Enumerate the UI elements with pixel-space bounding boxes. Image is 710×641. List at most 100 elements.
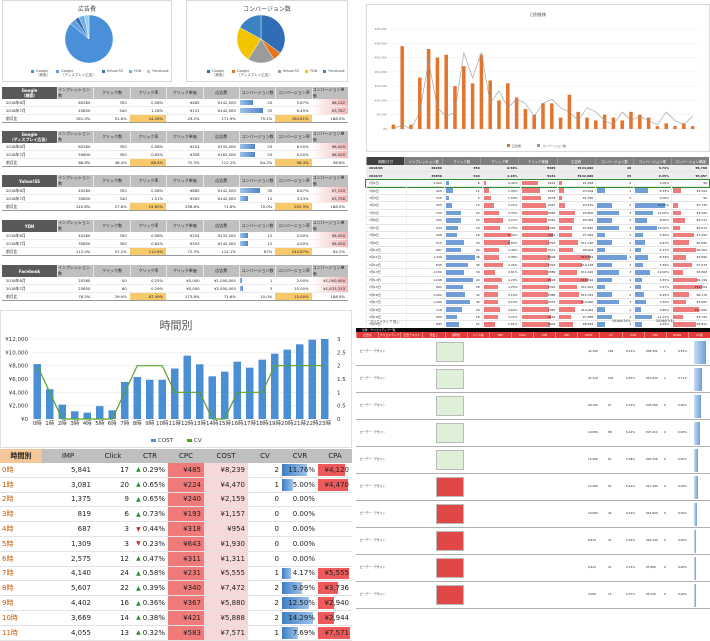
cpa-bar xyxy=(318,567,349,580)
cell: 845 xyxy=(405,261,444,269)
cell: ▼ 0.23% xyxy=(132,537,168,551)
cell-value: 31 xyxy=(608,538,612,542)
cell: 0.00% xyxy=(282,507,318,521)
cell: 35 xyxy=(239,107,275,114)
cell-value: ¥1,311 xyxy=(220,554,246,563)
cell-bar xyxy=(445,277,473,282)
cell-bar xyxy=(521,225,549,230)
cell-value: 7月14日 xyxy=(369,277,381,282)
cell-value: 6 xyxy=(477,181,480,186)
column-header: 説明文 xyxy=(444,332,467,338)
cell-value: 2 xyxy=(274,465,279,474)
cell-value: 0.00% xyxy=(678,538,687,542)
cell-bar xyxy=(521,322,550,327)
cell: 88.4% xyxy=(129,159,167,166)
cell: ¥5,880 xyxy=(204,596,248,610)
daily-row: 7月8日 298 18 6.04% ¥444 ¥7,992 1 5.56% ¥7,992 xyxy=(366,231,709,240)
cell: 3.57% xyxy=(633,284,671,291)
cell-value: 0.45% xyxy=(626,376,635,380)
cell: 2,575 xyxy=(42,552,94,566)
creative-name: ビーデー・デザイン xyxy=(360,592,386,596)
channel-name: Yahoo!SS xyxy=(2,175,57,187)
cell: 8.67% xyxy=(275,187,311,194)
cell: 10 xyxy=(443,202,482,209)
cell-value: 0.58% xyxy=(151,233,164,238)
creative-thumbnail xyxy=(436,504,464,524)
cell: 3,081 xyxy=(42,478,94,492)
cell-value: 0.58% xyxy=(142,569,165,578)
cell-bar xyxy=(521,210,549,216)
cell-value: 3.57% xyxy=(659,285,670,290)
daily-row: 7月17日 1,290 40 3.10% ¥374 ¥14,960 3 7.50% ¥4,987 xyxy=(366,298,709,307)
cell xyxy=(318,522,352,536)
cell xyxy=(318,552,352,566)
y-tick-label: ¥0 xyxy=(383,127,387,131)
cell-value: 0.00% xyxy=(659,181,670,186)
cell: ¥7,150 xyxy=(311,187,348,194)
cell-value: 0.44% xyxy=(508,181,518,186)
cell-value: 6.25% xyxy=(659,292,670,297)
cell: 350 xyxy=(443,165,482,172)
cell-bar xyxy=(521,188,541,193)
cell-value: 0.55% xyxy=(678,349,687,353)
cell-bar xyxy=(559,262,582,268)
cost-bar xyxy=(321,339,329,419)
cell-value: 5.56% xyxy=(659,233,670,238)
column-header: コンバージョン数 xyxy=(238,175,275,187)
cell-bar xyxy=(635,262,644,268)
cell: 862 xyxy=(405,284,444,291)
cell: ¥340 xyxy=(168,581,204,596)
cell: 2.61% xyxy=(481,269,520,276)
cell-value: ¥5,888 xyxy=(220,613,246,622)
cell-value: ¥278 xyxy=(547,195,556,200)
cell: ¥8,904 xyxy=(557,246,595,254)
creative-report: クリエイティブ 別ッ 2018/07/01 2018/07/31 全体：クリエイ… xyxy=(356,317,710,611)
cell-value: 30 xyxy=(475,270,480,275)
cell-value: ¥643 xyxy=(183,539,201,548)
cell-value: 4.22% xyxy=(508,218,518,223)
cell: 0.58% xyxy=(130,187,166,194)
cell-value: ¥1,458 xyxy=(582,181,594,186)
column-header: コンバージョン率 xyxy=(275,220,311,232)
cell-bar xyxy=(559,270,578,275)
cell-value: ¥14,900 xyxy=(646,511,658,515)
cell-value: 0 xyxy=(274,554,279,563)
cell: ¥1,157 xyxy=(204,507,248,522)
cell-value: 50600 xyxy=(78,152,91,157)
daily-cost-bar xyxy=(611,117,616,129)
cell-value: 0.00% xyxy=(292,539,315,548)
cell: ¥278 xyxy=(519,194,558,202)
cell-value: 0.38% xyxy=(142,613,165,622)
cell-value: ¥224 xyxy=(183,480,201,489)
channel-header: YDN インプレッション数 クリック数 クリック率 クリック単価 広告費 コンバージョン数コ… xyxy=(2,220,348,232)
cell: 11.11% xyxy=(633,313,671,321)
cell: 24 xyxy=(443,246,482,254)
cell-bar xyxy=(635,240,646,245)
cell-value: ¥392 xyxy=(547,225,556,230)
cell-value: 0 xyxy=(664,484,666,488)
column-header: クリック数 xyxy=(93,175,129,187)
column-header: インプレッション数 xyxy=(404,157,442,165)
cell: 7月4日 xyxy=(366,202,406,209)
x-tick-label: 1時 xyxy=(45,419,54,427)
cv-line xyxy=(36,365,325,420)
cell: 48 xyxy=(443,254,482,261)
daily-cost-bar xyxy=(391,124,396,129)
cell: 6.00% xyxy=(275,143,311,150)
cell-bar xyxy=(597,188,605,193)
legend-label: CV xyxy=(194,438,202,444)
creative-name: ビーデー・デザイン xyxy=(360,403,386,407)
cell-value: ¥4,987 xyxy=(696,300,708,305)
y-left-tick-label: ¥4,000 xyxy=(9,390,29,396)
cell-bar xyxy=(521,299,548,305)
column-header: CV xyxy=(248,449,282,463)
cell: 51.6% xyxy=(93,115,129,122)
cell: ¥318 xyxy=(168,522,204,536)
arrow-up-icon: ▲ xyxy=(136,555,141,563)
cell: 20 xyxy=(239,99,275,106)
cell: ¥1,390 xyxy=(557,194,595,202)
cost-bar xyxy=(694,341,706,364)
x-tick-label: 15時 xyxy=(219,419,232,427)
daily-cost-bar xyxy=(646,117,651,129)
cell-value: 20 xyxy=(120,480,129,489)
